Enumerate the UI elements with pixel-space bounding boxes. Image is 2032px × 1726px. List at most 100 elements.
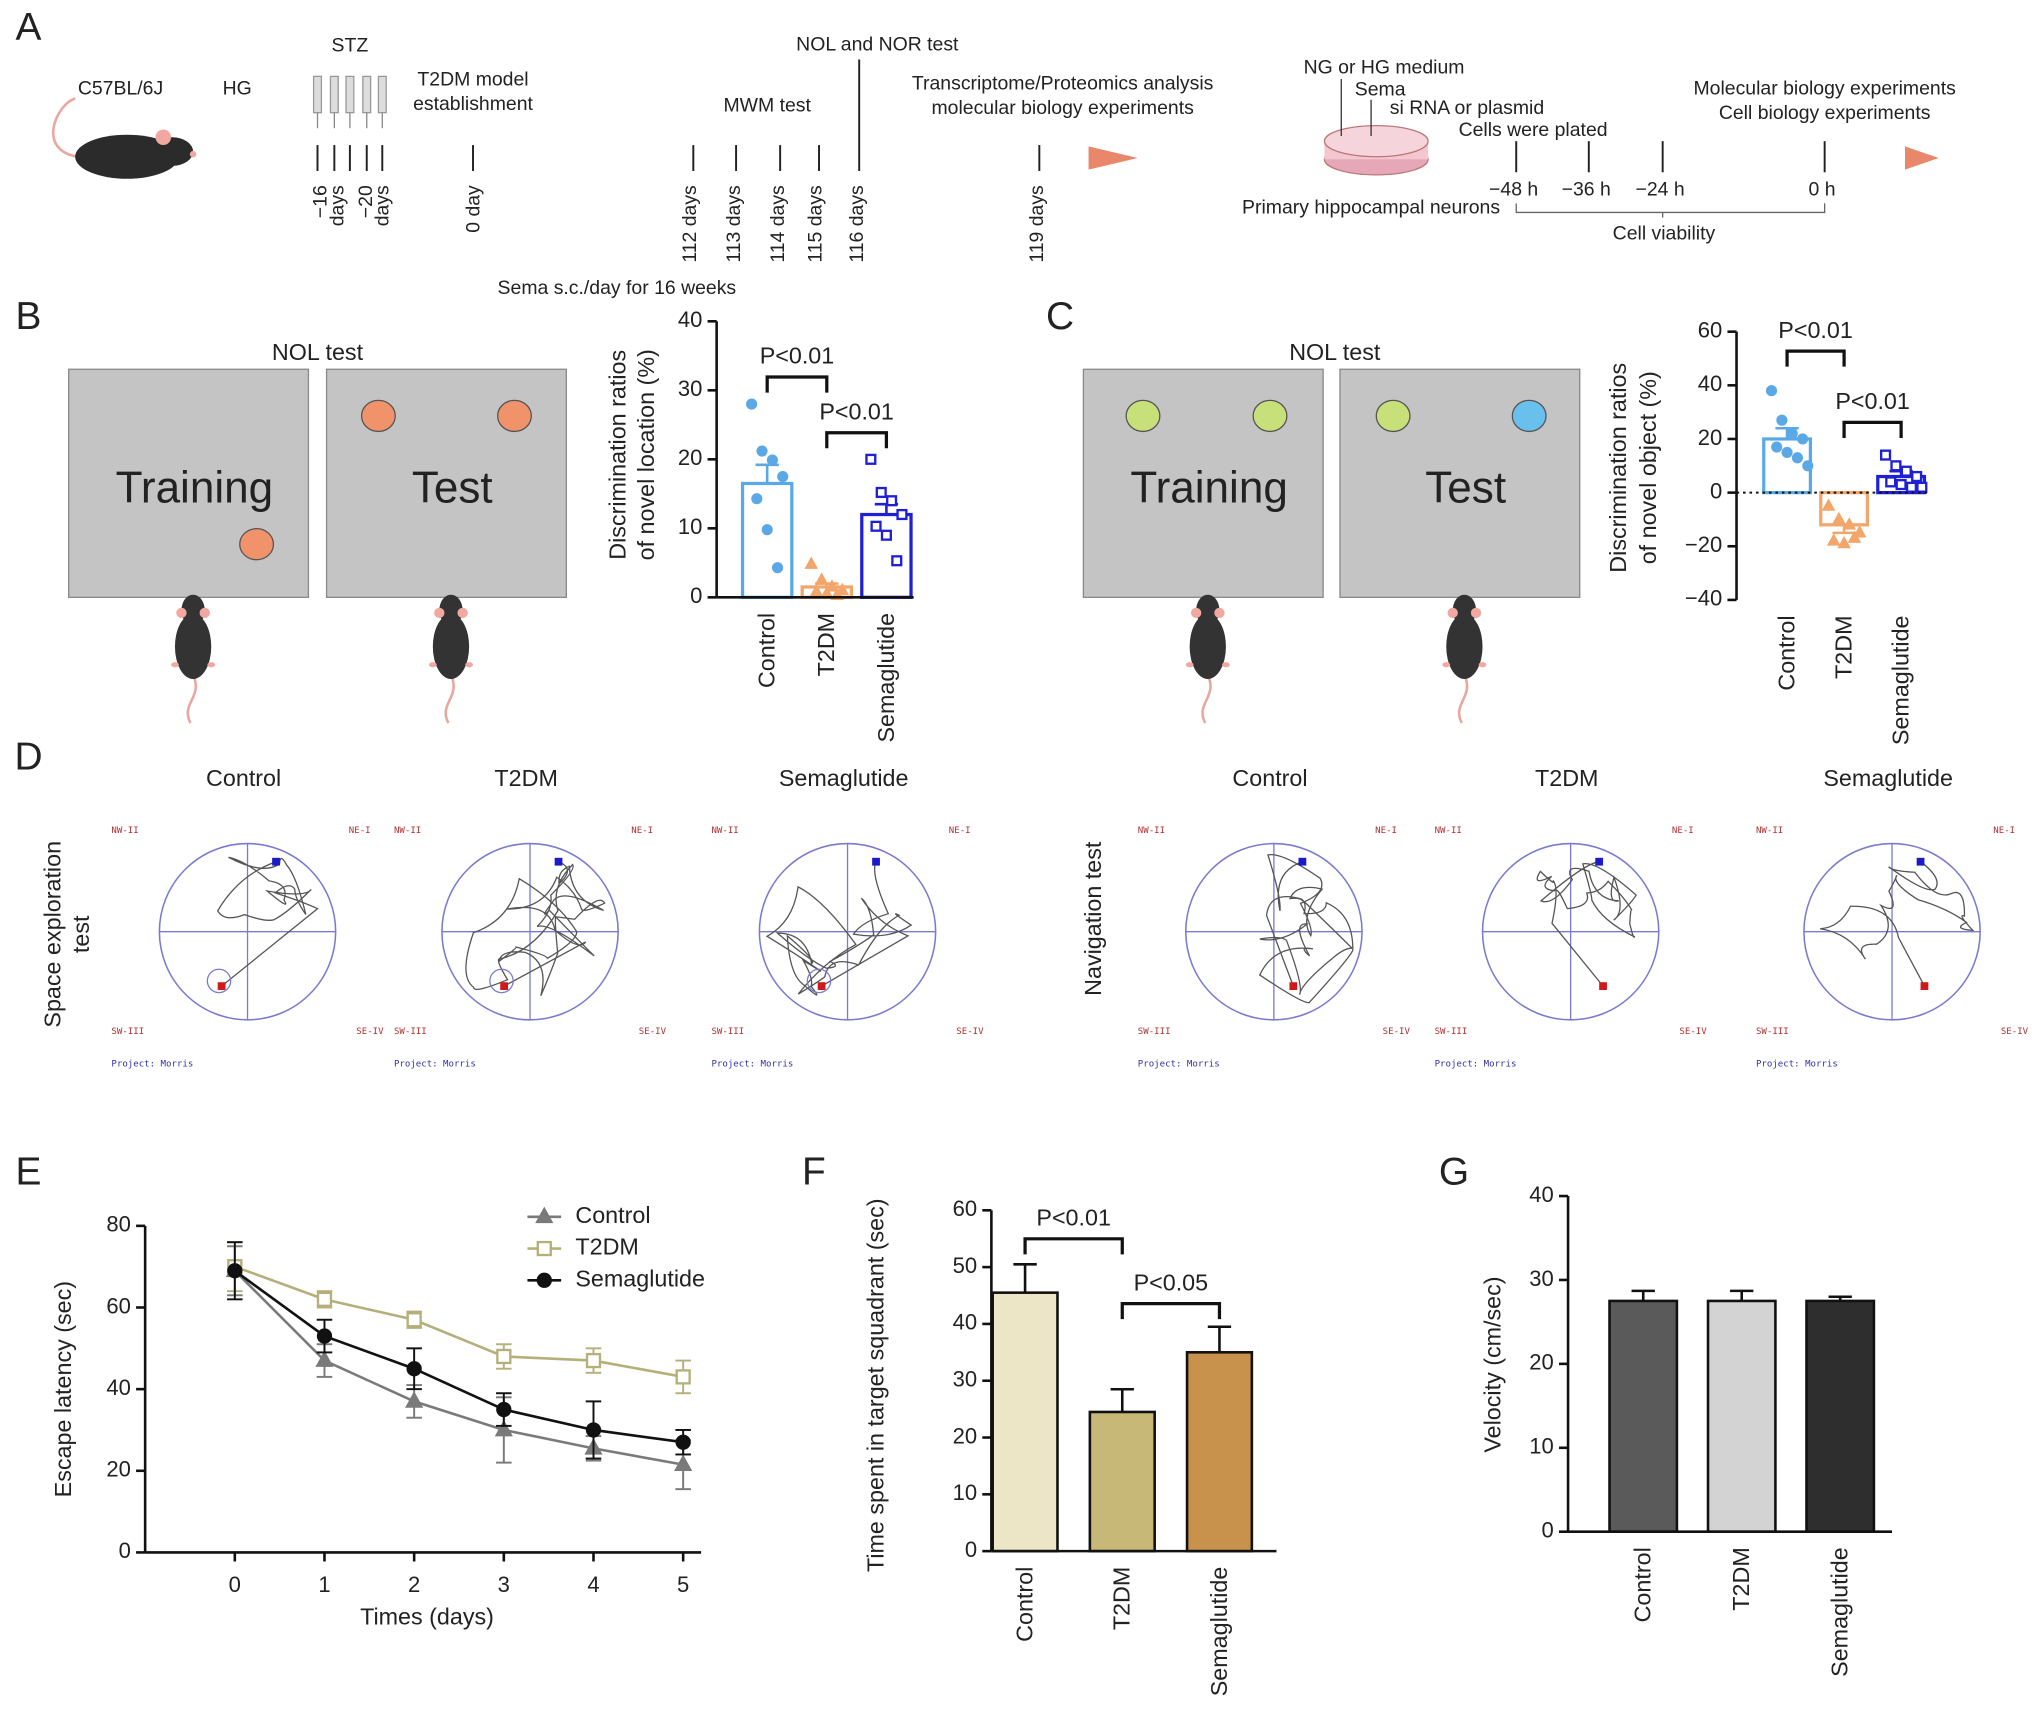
label: Test [1425, 464, 1506, 513]
y-tick-label: 20 [678, 445, 703, 470]
label: Cell biology experiments [1719, 102, 1931, 124]
data-point [675, 1369, 691, 1385]
data-point [746, 398, 758, 410]
data-point [835, 582, 850, 596]
mouse-paw [171, 662, 179, 668]
quadrant-label: SE-IV [639, 1027, 667, 1037]
y-tick-label: 40 [1698, 371, 1723, 396]
quadrant-label: NE-I [349, 826, 371, 836]
label: −48 h [1489, 179, 1538, 201]
significance-label: P<0.01 [1036, 1205, 1111, 1231]
mouse-ear [457, 607, 468, 619]
y-tick-label: 10 [1529, 1434, 1554, 1459]
data-point [1852, 525, 1867, 538]
label: 116 days [846, 185, 868, 263]
bar [1608, 1299, 1679, 1533]
data-point [405, 1391, 424, 1408]
quadrant-label: NW-II [394, 826, 421, 836]
label: 0 day [462, 185, 484, 233]
y-tick-label: 0 [690, 583, 702, 608]
data-point [1786, 428, 1798, 440]
legend-label: T2DM [575, 1234, 638, 1260]
syringe [345, 75, 355, 114]
label: Sema [1355, 79, 1406, 101]
label: NOL test [272, 339, 364, 365]
data-point [536, 1240, 552, 1257]
y-tick-label: 40 [106, 1375, 131, 1400]
mouse-head [439, 594, 463, 626]
mouse-ear [434, 607, 445, 619]
label: T2DM [813, 613, 839, 676]
label: Time spent in target squadrant (sec) [862, 1198, 888, 1572]
data-point [1771, 441, 1783, 453]
bar [1706, 1299, 1777, 1533]
y-tick-label: 20 [1529, 1350, 1554, 1375]
quadrant-label: NE-I [1993, 826, 2015, 836]
quadrant-label: NW-II [1138, 826, 1165, 836]
panel-letter: B [16, 295, 42, 338]
label: 114 days [767, 185, 789, 263]
panel-letter: C [1046, 295, 1074, 338]
y-tick-label: 40 [678, 307, 703, 332]
data-point [804, 556, 819, 569]
y-tick-label: 60 [1698, 317, 1723, 342]
mouse-tail [444, 674, 455, 724]
quadrant-label: SE-IV [356, 1027, 384, 1037]
label: 113 days [723, 185, 745, 263]
bar [860, 512, 913, 599]
x-tick-label: 0 [229, 1572, 241, 1597]
data-point [1895, 479, 1907, 491]
significance-label: P<0.01 [1778, 317, 1853, 343]
data-point [1826, 533, 1841, 546]
end-point [817, 982, 826, 990]
quadrant-label: SE-IV [956, 1027, 984, 1037]
y-tick-label: 30 [1529, 1266, 1554, 1291]
y-tick-label: 50 [953, 1253, 978, 1278]
label: Primary hippocampal neurons [1242, 197, 1500, 219]
mouse-tail [1201, 674, 1212, 724]
x-tick-label: 5 [677, 1572, 689, 1597]
data-point [809, 584, 824, 597]
bar [1088, 1410, 1156, 1553]
label: Semaglutide [1206, 1567, 1232, 1697]
label: Space exploration [40, 841, 66, 1028]
series-line [234, 1269, 684, 1444]
label: of novel location (%) [633, 349, 659, 560]
quadrant-label: SW-III [111, 1027, 144, 1037]
label: si RNA or plasmid [1390, 97, 1544, 119]
mouse-head [1196, 594, 1220, 626]
label: Control [754, 613, 780, 688]
y-tick-label: 0 [1542, 1518, 1554, 1543]
y-tick-label: 0 [119, 1538, 131, 1563]
y-tick-label: 20 [953, 1423, 978, 1448]
data-point [1781, 446, 1793, 458]
end-point [217, 982, 226, 990]
bracket [1515, 203, 1826, 218]
quadrant-label: SE-IV [1383, 1027, 1411, 1037]
panel-letter: F [802, 1150, 826, 1193]
label: of novel object (%) [1635, 371, 1661, 564]
significance-bracket [1120, 1301, 1222, 1320]
bar [740, 481, 794, 599]
significance-bracket [1023, 1237, 1124, 1255]
project-label: Project: Morris [711, 1059, 793, 1069]
data-point [1879, 449, 1892, 461]
y-tick-label: 30 [953, 1367, 978, 1392]
swim-track [765, 861, 913, 996]
mouse-ear [176, 607, 187, 619]
data-point [585, 1422, 602, 1438]
label: C57BL/6J [78, 77, 163, 99]
quadrant-label: NW-II [1435, 826, 1462, 836]
quadrant-label: SE-IV [1679, 1027, 1707, 1037]
start-point [872, 857, 880, 866]
mouse-paw [1185, 662, 1194, 668]
y-tick-label: 20 [106, 1457, 131, 1482]
label: 112 days [679, 185, 701, 263]
label: Transcriptome/Proteomics analysis [912, 72, 1214, 94]
swim-track [465, 861, 606, 997]
y-tick-label: 30 [678, 376, 703, 401]
mouse-ear [1190, 607, 1202, 619]
legend-label: Semaglutide [575, 1265, 705, 1291]
swim-track [1536, 861, 1637, 987]
label: T2DM [494, 765, 557, 791]
